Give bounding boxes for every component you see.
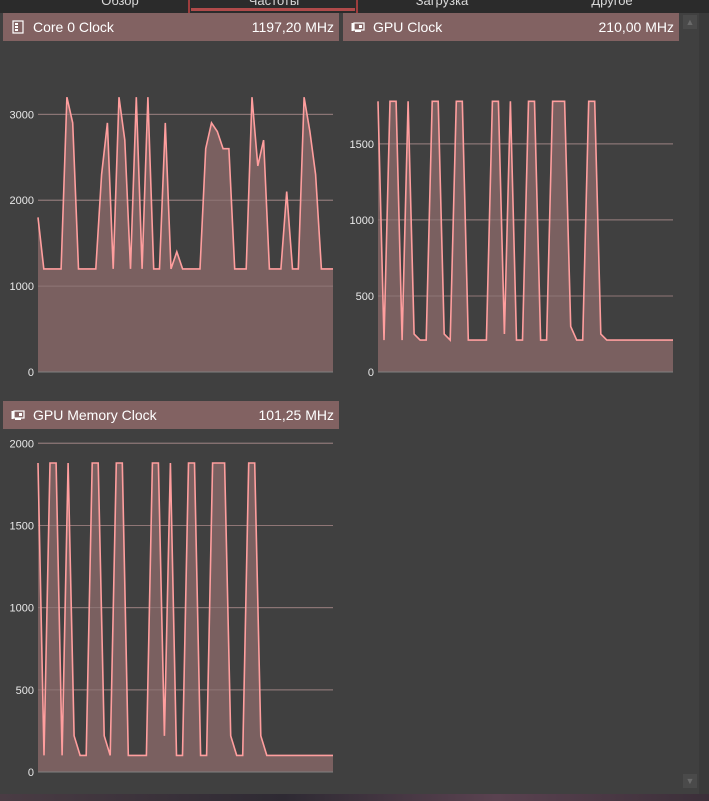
panel-title: GPU Memory Clock (33, 407, 157, 423)
tab-load[interactable]: Загрузка (415, 0, 469, 8)
y-tick-label: 1500 (350, 139, 374, 151)
panel-core0-clock: Core 0 Clock 1197,20 MHz (3, 13, 339, 393)
series-line (377, 100, 673, 343)
scroll-down-icon[interactable]: ▼ (683, 774, 697, 788)
series-area (38, 97, 333, 372)
tab-overview[interactable]: Обзор (101, 0, 139, 8)
y-tick-label: 1500 (10, 520, 34, 532)
panel-value: 101,25 MHz (258, 407, 334, 423)
panel-gpu-clock: GPU Clock 210,00 MHz (343, 13, 679, 393)
tab-clocks[interactable]: Частоты (248, 0, 300, 8)
panel-title: Core 0 Clock (33, 19, 114, 35)
tab-other[interactable]: Другое (591, 0, 633, 8)
cpu-chip-icon (12, 20, 24, 34)
chart-svg: 0 1000 2000 3000 (10, 97, 333, 379)
y-tick-label: 500 (16, 685, 34, 697)
chart-svg: 0 500 1000 1500 2000 (10, 438, 333, 779)
y-tick-label: 0 (28, 367, 34, 379)
tab-active-underline (191, 8, 355, 11)
y-tick-label: 0 (368, 367, 374, 379)
y-tick-label: 1000 (350, 215, 374, 227)
y-tick-label: 1000 (10, 603, 34, 615)
panel-value: 210,00 MHz (598, 19, 674, 35)
y-tick-label: 2000 (10, 438, 34, 450)
series-line (37, 97, 333, 270)
series-line (37, 462, 333, 757)
chart-svg: 0 500 1000 1500 (350, 100, 673, 379)
tab-bar: Обзор Частоты Загрузка Другое (0, 0, 709, 13)
chart-gpu-clock: 0 500 1000 1500 (343, 70, 679, 380)
y-tick-label: 0 (28, 767, 34, 779)
y-tick-label: 1000 (10, 281, 34, 293)
panel-header[interactable]: GPU Clock 210,00 MHz (343, 13, 679, 41)
scrollbar[interactable] (699, 13, 709, 794)
y-tick-label: 3000 (10, 109, 34, 121)
gpu-card-icon (351, 22, 365, 32)
tab-active-highlight (188, 0, 358, 13)
desktop-background-strip (0, 794, 709, 801)
panel-value: 1197,20 MHz (251, 19, 334, 35)
gpu-card-icon (11, 410, 25, 420)
panel-title: GPU Clock (373, 19, 443, 35)
panel-header[interactable]: Core 0 Clock 1197,20 MHz (3, 13, 339, 41)
panel-gpu-memory-clock: GPU Memory Clock 101,25 MHz (3, 401, 339, 781)
panel-header[interactable]: GPU Memory Clock 101,25 MHz (3, 401, 339, 429)
chart-gpu-memory-clock: 0 500 1000 1500 2000 (3, 430, 339, 780)
scroll-up-icon[interactable]: ▲ (683, 15, 697, 29)
y-tick-label: 500 (356, 291, 374, 303)
y-tick-label: 2000 (10, 195, 34, 207)
chart-core0-clock: 0 1000 2000 3000 (3, 70, 339, 380)
